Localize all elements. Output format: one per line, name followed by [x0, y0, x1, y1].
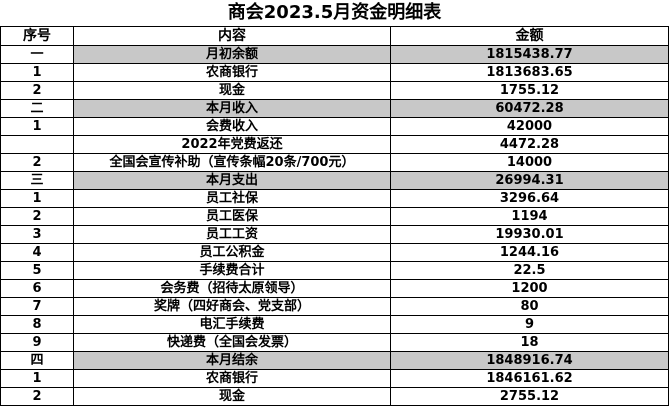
table-row: 2022年党费返还 4472.28	[0, 135, 669, 154]
serial-cell: 7	[0, 297, 74, 316]
header-cell: 序号	[0, 26, 74, 46]
amount-cell: 4472.28	[390, 135, 669, 154]
table-row: 2 员工医保 1194	[0, 207, 669, 226]
serial-cell: 1	[0, 369, 74, 388]
item-cell: 全国会宣传补助（宣传条幅20条/700元）	[73, 153, 391, 172]
item-cell: 员工工资	[73, 225, 391, 244]
item-cell: 农商银行	[73, 369, 391, 388]
table-row: 2 现金 1755.12	[0, 81, 669, 100]
table-row: 9 快递费（全国会发票） 18	[0, 333, 669, 352]
serial-cell: 9	[0, 333, 74, 352]
amount-cell: 9	[390, 315, 669, 334]
item-cell: 手续费合计	[73, 261, 391, 280]
table-row: 2 全国会宣传补助（宣传条幅20条/700元） 14000	[0, 153, 669, 172]
amount-cell: 1846161.62	[390, 369, 669, 388]
amount-cell: 18	[390, 333, 669, 352]
amount-cell: 1848916.74	[390, 351, 669, 370]
table-row: 6 会务费（招待太原领导） 1200	[0, 279, 669, 298]
serial-cell: 8	[0, 315, 74, 334]
serial-cell: 四	[0, 351, 74, 370]
item-cell: 本月收入	[73, 99, 391, 118]
item-cell: 农商银行	[73, 63, 391, 82]
table-row: 8 电汇手续费 9	[0, 315, 669, 334]
serial-cell: 5	[0, 261, 74, 280]
item-cell: 本月结余	[73, 351, 391, 370]
table-row: 1 农商银行 1846161.62	[0, 369, 669, 388]
amount-cell: 42000	[390, 117, 669, 136]
item-cell: 本月支出	[73, 171, 391, 190]
item-cell: 快递费（全国会发票）	[73, 333, 391, 352]
item-cell: 2022年党费返还	[73, 135, 391, 154]
amount-cell: 1815438.77	[390, 45, 669, 64]
serial-cell: 2	[0, 153, 74, 172]
amount-cell: 1813683.65	[390, 63, 669, 82]
amount-cell: 80	[390, 297, 669, 316]
amount-cell: 19930.01	[390, 225, 669, 244]
serial-cell: 3	[0, 225, 74, 244]
item-cell: 员工医保	[73, 207, 391, 226]
amount-cell: 1755.12	[390, 81, 669, 100]
item-cell: 员工社保	[73, 189, 391, 208]
item-cell: 会务费（招待太原领导）	[73, 279, 391, 298]
header-cell: 金额	[390, 26, 669, 46]
amount-cell: 3296.64	[390, 189, 669, 208]
serial-cell: 2	[0, 81, 74, 100]
table-row: 1 农商银行 1813683.65	[0, 63, 669, 82]
title-row: 商会2023.5月资金明细表	[0, 0, 669, 27]
serial-cell: 6	[0, 279, 74, 298]
table-row: 二本月收入 60472.28	[0, 99, 669, 118]
header-cell: 内容	[73, 26, 391, 46]
table-row: 1 会费收入 42000	[0, 117, 669, 136]
table-row: 7 奖牌（四好商会、党支部） 80	[0, 297, 669, 316]
amount-cell: 1244.16	[390, 243, 669, 262]
serial-cell: 1	[0, 189, 74, 208]
amount-cell: 1194	[390, 207, 669, 226]
table-row: 四本月结余 1848916.74	[0, 351, 669, 370]
table-row: 1 员工社保 3296.64	[0, 189, 669, 208]
item-cell: 现金	[73, 81, 391, 100]
item-cell: 奖牌（四好商会、党支部）	[73, 297, 391, 316]
item-cell: 电汇手续费	[73, 315, 391, 334]
item-cell: 员工公积金	[73, 243, 391, 262]
serial-cell	[0, 135, 74, 154]
amount-cell: 26994.31	[390, 171, 669, 190]
amount-cell: 14000	[390, 153, 669, 172]
header-row: 序号 内容 金额	[0, 26, 669, 46]
serial-cell: 2	[0, 387, 74, 406]
amount-cell: 2755.12	[390, 387, 669, 406]
serial-cell: 1	[0, 63, 74, 82]
table-row: 5 手续费合计 22.5	[0, 261, 669, 280]
amount-cell: 22.5	[390, 261, 669, 280]
serial-cell: 一	[0, 45, 74, 64]
serial-cell: 三	[0, 171, 74, 190]
table-title: 商会2023.5月资金明细表	[0, 0, 669, 27]
item-cell: 现金	[73, 387, 391, 406]
table-row: 2 现金 2755.12	[0, 387, 669, 406]
serial-cell: 1	[0, 117, 74, 136]
amount-cell: 60472.28	[390, 99, 669, 118]
serial-cell: 2	[0, 207, 74, 226]
item-cell: 月初余额	[73, 45, 391, 64]
serial-cell: 二	[0, 99, 74, 118]
serial-cell: 4	[0, 243, 74, 262]
amount-cell: 1200	[390, 279, 669, 298]
table-row: 4 员工公积金 1244.16	[0, 243, 669, 262]
item-cell: 会费收入	[73, 117, 391, 136]
table-row: 3 员工工资 19930.01	[0, 225, 669, 244]
table-row: 三本月支出 26994.31	[0, 171, 669, 190]
table-row: 一月初余额 1815438.77	[0, 45, 669, 64]
